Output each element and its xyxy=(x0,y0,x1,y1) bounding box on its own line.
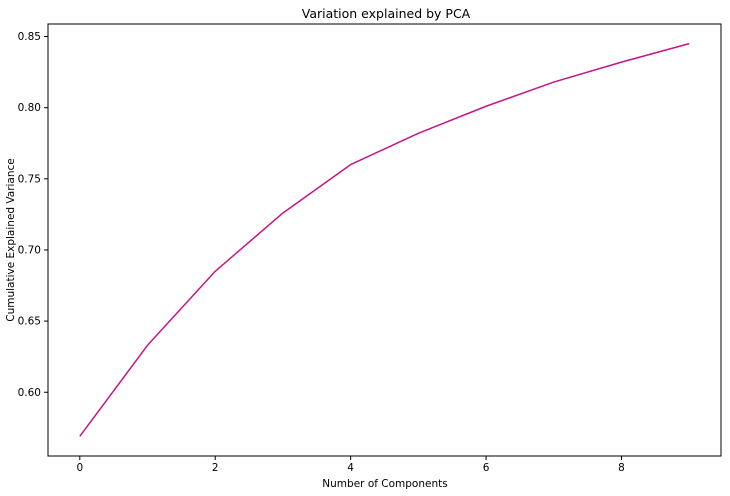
x-axis-ticks: 0 2 4 6 8 xyxy=(76,456,625,474)
series-line xyxy=(79,42,690,437)
y-tick-label: 0.85 xyxy=(18,31,41,43)
y-axis-label: Cumulative Explained Variance xyxy=(5,158,17,322)
y-tick-label: 0.60 xyxy=(18,387,41,399)
y-axis-ticks: 0.60 0.65 0.70 0.75 0.80 0.85 xyxy=(18,31,48,399)
y-tick-label: 0.70 xyxy=(18,244,41,256)
plot-frame xyxy=(47,23,722,457)
y-tick-label: 0.75 xyxy=(18,173,41,185)
x-tick-label: 4 xyxy=(347,462,354,474)
plot-area: 0 2 4 6 8 0.60 0.65 0.70 0.75 0.80 0.85 xyxy=(18,23,722,474)
x-tick-label: 8 xyxy=(618,462,625,474)
x-axis-label: Number of Components xyxy=(322,478,447,490)
x-tick-label: 0 xyxy=(76,462,83,474)
x-tick-label: 2 xyxy=(212,462,219,474)
x-tick-label: 6 xyxy=(483,462,490,474)
series-layer xyxy=(79,42,690,437)
y-tick-label: 0.80 xyxy=(18,102,41,114)
y-tick-label: 0.65 xyxy=(18,316,41,328)
chart-title: Variation explained by PCA xyxy=(302,6,471,21)
